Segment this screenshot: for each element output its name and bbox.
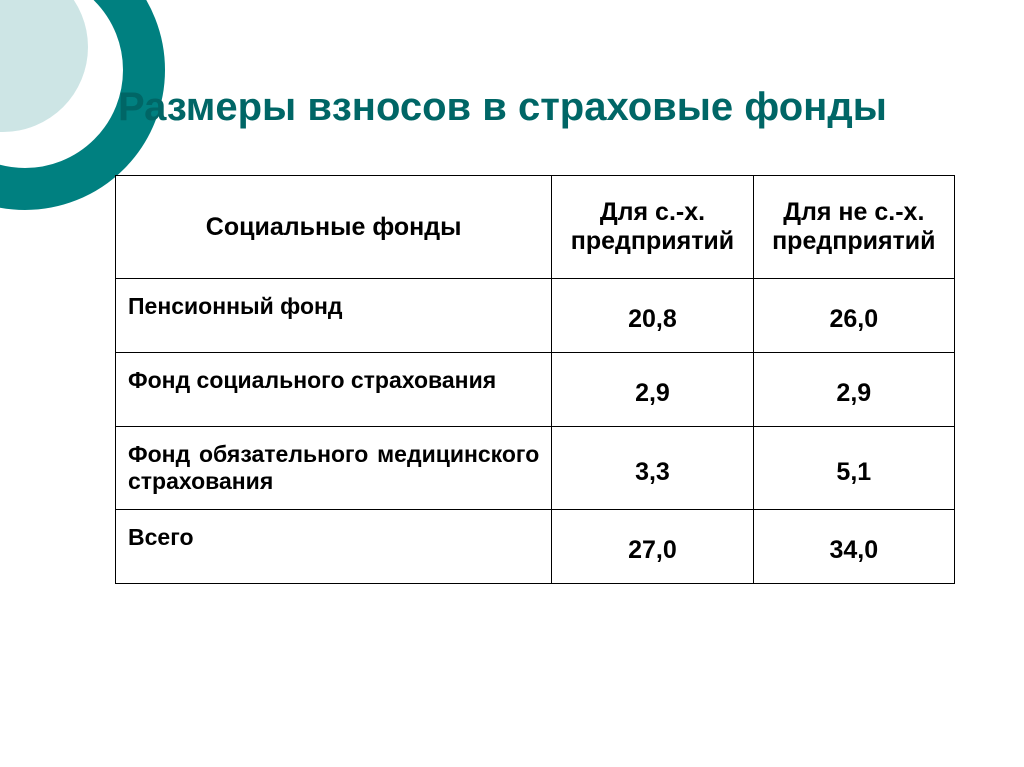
row-value-agri: 3,3 <box>552 427 753 510</box>
table-header-row: Социальные фонды Для с.-х. предприятий Д… <box>116 176 955 279</box>
row-value-nonagri: 34,0 <box>753 510 954 584</box>
table-row-total: Всего 27,0 34,0 <box>116 510 955 584</box>
table-row: Пенсионный фонд 20,8 26,0 <box>116 279 955 353</box>
contributions-table: Социальные фонды Для с.-х. предприятий Д… <box>115 175 955 584</box>
slide-title: Размеры взносов в страховые фонды <box>118 85 887 130</box>
row-label: Пенсионный фонд <box>116 279 552 353</box>
row-value-agri: 2,9 <box>552 353 753 427</box>
table-row: Фонд социального страхования 2,9 2,9 <box>116 353 955 427</box>
row-value-agri: 20,8 <box>552 279 753 353</box>
row-label: Фонд обязательного медицинского страхова… <box>116 427 552 510</box>
row-label: Фонд социального страхования <box>116 353 552 427</box>
row-label: Всего <box>116 510 552 584</box>
table-row: Фонд обязательного медицинского страхова… <box>116 427 955 510</box>
col-header-funds: Социальные фонды <box>116 176 552 279</box>
row-value-nonagri: 26,0 <box>753 279 954 353</box>
col-header-nonagri: Для не с.-х. предприятий <box>753 176 954 279</box>
row-value-nonagri: 5,1 <box>753 427 954 510</box>
col-header-agri: Для с.-х. предприятий <box>552 176 753 279</box>
row-value-nonagri: 2,9 <box>753 353 954 427</box>
row-value-agri: 27,0 <box>552 510 753 584</box>
